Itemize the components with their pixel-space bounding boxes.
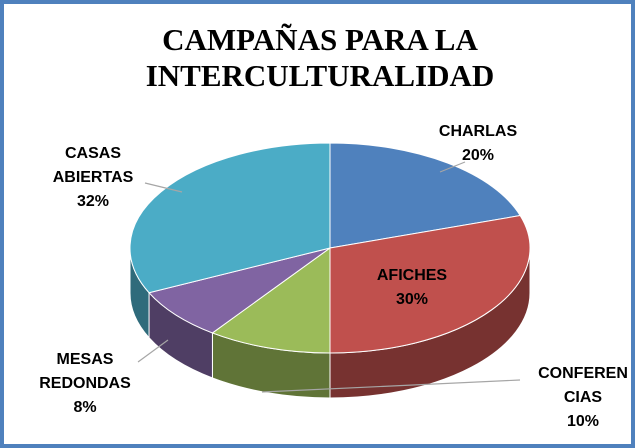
- slice-label: MESAS REDONDAS: [39, 351, 131, 392]
- slice-value-label: 8%: [73, 399, 96, 416]
- slice-label: CHARLAS: [439, 123, 518, 140]
- slice-label: CONFEREN CIAS: [538, 365, 628, 406]
- slice-value-label: 30%: [396, 291, 428, 308]
- leader-line: [261, 379, 521, 393]
- slice: [329, 142, 522, 249]
- slice: [211, 247, 331, 354]
- chart-title: CAMPAÑAS PARA LA INTERCULTURALIDAD: [145, 22, 495, 93]
- slice-label: AFICHES: [377, 267, 448, 284]
- leader-line: [137, 339, 169, 363]
- slice: [329, 215, 531, 354]
- slice: [148, 247, 331, 334]
- leader-line: [144, 182, 183, 193]
- slice: [129, 142, 331, 294]
- slice-label: CASAS ABIERTAS: [53, 145, 134, 186]
- slice-value-label: 20%: [462, 147, 494, 164]
- slice-value-label: 32%: [77, 193, 109, 210]
- slice-value-label: 10%: [567, 413, 599, 430]
- leader-line: [439, 161, 466, 173]
